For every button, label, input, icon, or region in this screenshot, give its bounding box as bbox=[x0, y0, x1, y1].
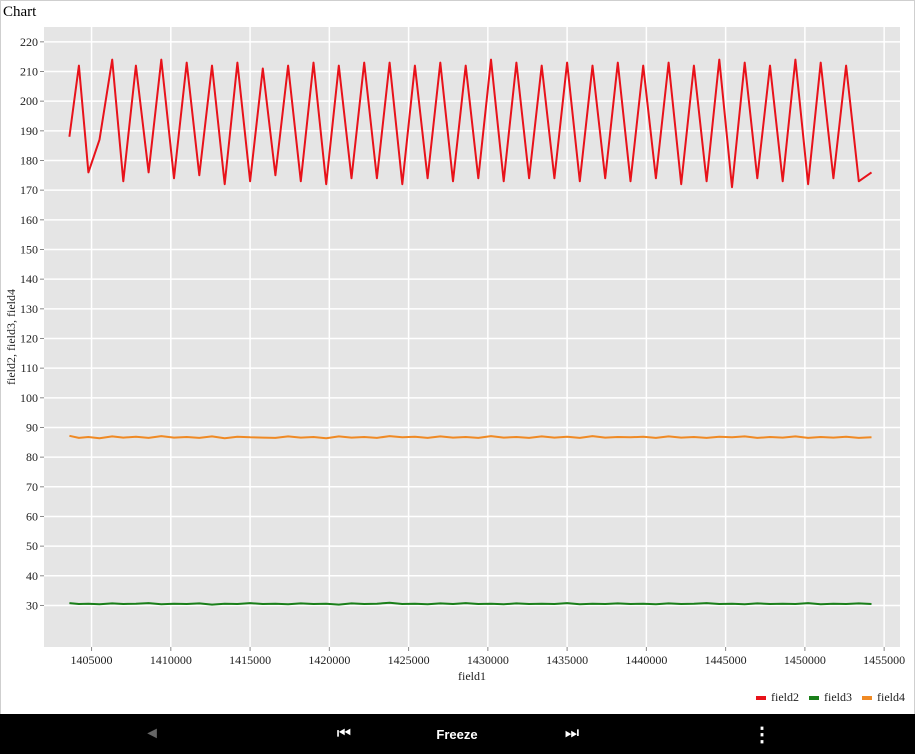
freeze-button[interactable]: Freeze bbox=[436, 726, 478, 742]
y-tick-label: 50 bbox=[26, 539, 38, 553]
y-tick-label: 30 bbox=[26, 598, 38, 612]
y-tick-labels: 30 40 50 60 70 80 90 100 110 120 130 140 150 160 170 18… bbox=[20, 35, 44, 612]
y-tick-label: 90 bbox=[26, 420, 38, 434]
legend-label-field4: field4 bbox=[877, 690, 905, 704]
legend-swatch-field2 bbox=[756, 695, 766, 700]
series-line-field2 bbox=[68, 58, 873, 189]
previous-icon[interactable]: ◄ bbox=[144, 725, 160, 742]
y-tick-label: 110 bbox=[20, 361, 38, 375]
x-tick-label: 1445000 bbox=[705, 653, 747, 667]
legend-item-field4[interactable]: field4 bbox=[862, 690, 905, 705]
y-tick-label: 40 bbox=[26, 569, 38, 583]
y-tick-label: 70 bbox=[26, 480, 38, 494]
y-tick-label: 220 bbox=[20, 35, 38, 49]
y-tick-label: 60 bbox=[26, 509, 38, 523]
x-axis-label: field1 bbox=[458, 669, 486, 683]
y-tick-label: 200 bbox=[20, 94, 38, 108]
y-tick-label: 190 bbox=[20, 124, 38, 138]
series-line-field4 bbox=[69, 434, 872, 440]
legend-label-field2: field2 bbox=[771, 690, 799, 704]
legend-item-field2[interactable]: field2 bbox=[756, 690, 799, 705]
line-chart: 30 40 50 60 70 80 90 100 110 120 130 140 150 160 170 18… bbox=[4, 27, 905, 683]
y-tick-label: 120 bbox=[20, 331, 38, 345]
bottom-toolbar: ◄ ⏮ Freeze ⏭ ⋮ bbox=[0, 714, 915, 754]
y-tick-label: 80 bbox=[26, 450, 38, 464]
overflow-menu-icon[interactable]: ⋮ bbox=[752, 723, 772, 746]
x-tick-label: 1430000 bbox=[467, 653, 509, 667]
x-tick-label: 1435000 bbox=[546, 653, 588, 667]
x-tick-label: 1410000 bbox=[150, 653, 192, 667]
y-tick-label: 150 bbox=[20, 242, 38, 256]
legend-swatch-field4 bbox=[862, 695, 872, 700]
x-tick-label: 1425000 bbox=[388, 653, 430, 667]
x-tick-label: 1455000 bbox=[863, 653, 905, 667]
y-tick-label: 210 bbox=[20, 64, 38, 78]
legend: field2 field3 field4 bbox=[756, 690, 905, 705]
grid bbox=[44, 27, 900, 647]
x-tick-label: 1415000 bbox=[229, 653, 271, 667]
legend-swatch-field3 bbox=[809, 695, 819, 700]
x-tick-label: 1440000 bbox=[625, 653, 667, 667]
x-tick-labels: 1405000 1410000 1415000 1420000 1425000 14300… bbox=[71, 647, 905, 667]
y-axis-label: field2, field3, field4 bbox=[4, 289, 18, 385]
skip-to-start-icon[interactable]: ⏮ bbox=[336, 725, 352, 742]
y-tick-label: 180 bbox=[20, 153, 38, 167]
x-tick-label: 1405000 bbox=[71, 653, 113, 667]
y-tick-label: 130 bbox=[20, 302, 38, 316]
x-tick-label: 1420000 bbox=[308, 653, 350, 667]
legend-item-field3[interactable]: field3 bbox=[809, 690, 852, 705]
legend-label-field3: field3 bbox=[824, 690, 852, 704]
series-lines bbox=[68, 58, 873, 606]
chart-title: Chart bbox=[3, 4, 37, 20]
x-tick-label: 1450000 bbox=[784, 653, 826, 667]
y-tick-label: 160 bbox=[20, 213, 38, 227]
y-tick-label: 100 bbox=[20, 391, 38, 405]
y-tick-label: 170 bbox=[20, 183, 38, 197]
skip-to-end-icon[interactable]: ⏭ bbox=[564, 725, 580, 742]
series-line-field3 bbox=[69, 601, 872, 606]
y-tick-label: 140 bbox=[20, 272, 38, 286]
